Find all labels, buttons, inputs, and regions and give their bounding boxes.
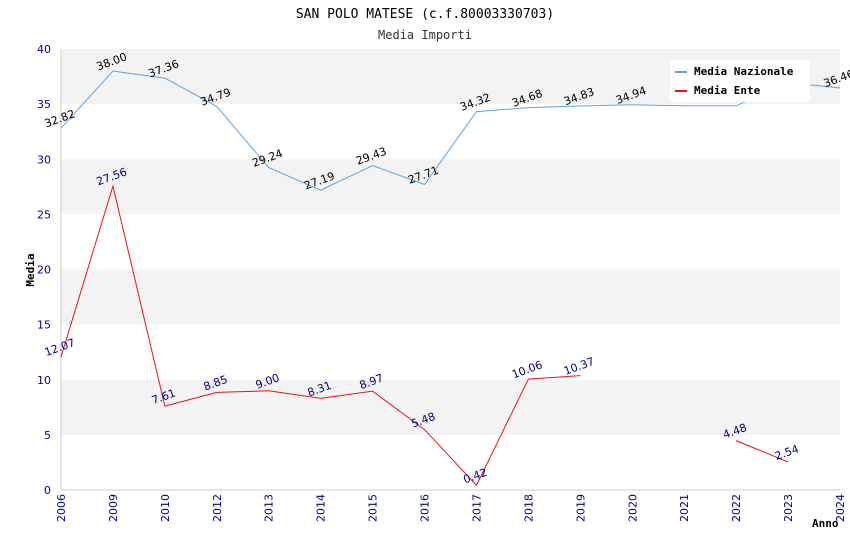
grid-band: [61, 434, 840, 490]
x-tick-label: 2010: [159, 494, 172, 522]
legend-label-ente: Media Ente: [694, 84, 761, 97]
x-tick-label: 2015: [367, 494, 380, 522]
grid-band: [61, 324, 840, 380]
series-line-nazionale: [60, 70, 841, 191]
x-tick-label: 2009: [107, 494, 120, 522]
chart-legend: Media Nazionale Media Ente: [670, 60, 810, 102]
x-tick-label: 2021: [678, 494, 691, 522]
x-tick-label: 2016: [419, 494, 432, 522]
series-lines: [60, 70, 841, 487]
grid-band: [61, 379, 840, 435]
y-tick-label: 5: [44, 429, 51, 442]
y-tick-label: 25: [37, 208, 51, 221]
series-line-ente: [60, 184, 581, 487]
x-tick-label: 2014: [315, 494, 328, 522]
series-line-ente: [735, 440, 789, 463]
x-axis-label: Anno: [812, 517, 839, 530]
y-tick-label: 30: [37, 153, 51, 166]
y-tick-label: 15: [37, 319, 51, 332]
x-tick-label: 2019: [574, 494, 587, 522]
x-tick-label: 2017: [470, 494, 483, 522]
y-tick-label: 35: [37, 98, 51, 111]
x-tick-label: 2013: [263, 494, 276, 522]
x-tick-label: 2024: [834, 494, 847, 522]
x-tick-label: 2012: [211, 494, 224, 522]
x-tick-label: 2023: [782, 494, 795, 522]
x-tick-label: 2022: [730, 494, 743, 522]
chart-subtitle: Media Importi: [378, 28, 472, 42]
legend-label-nazionale: Media Nazionale: [694, 65, 794, 78]
x-tick-label: 2006: [55, 494, 68, 522]
x-axis-ticks: 2006 2009 2010 2012 2013 2014 2015 2016 2017 2018…: [55, 494, 847, 522]
grid-band: [61, 104, 840, 160]
y-tick-label: 40: [37, 43, 51, 56]
x-tick-label: 2018: [522, 494, 535, 522]
grid-band: [61, 214, 840, 270]
grid-band: [61, 269, 840, 325]
chart-title: SAN POLO MATESE (c.f.80003330703): [296, 7, 554, 22]
x-tick-label: 2020: [626, 494, 639, 522]
y-tick-label: 0: [44, 484, 51, 497]
y-tick-label: 10: [37, 374, 51, 387]
y-axis-label: Media: [24, 253, 37, 286]
grid-band: [61, 159, 840, 215]
legend-box: [670, 60, 810, 102]
grid-bands: [60, 49, 840, 491]
y-tick-label: 20: [37, 264, 51, 277]
y-axis-ticks: 0 5 10 15 20 25 30 35 40: [37, 43, 51, 497]
